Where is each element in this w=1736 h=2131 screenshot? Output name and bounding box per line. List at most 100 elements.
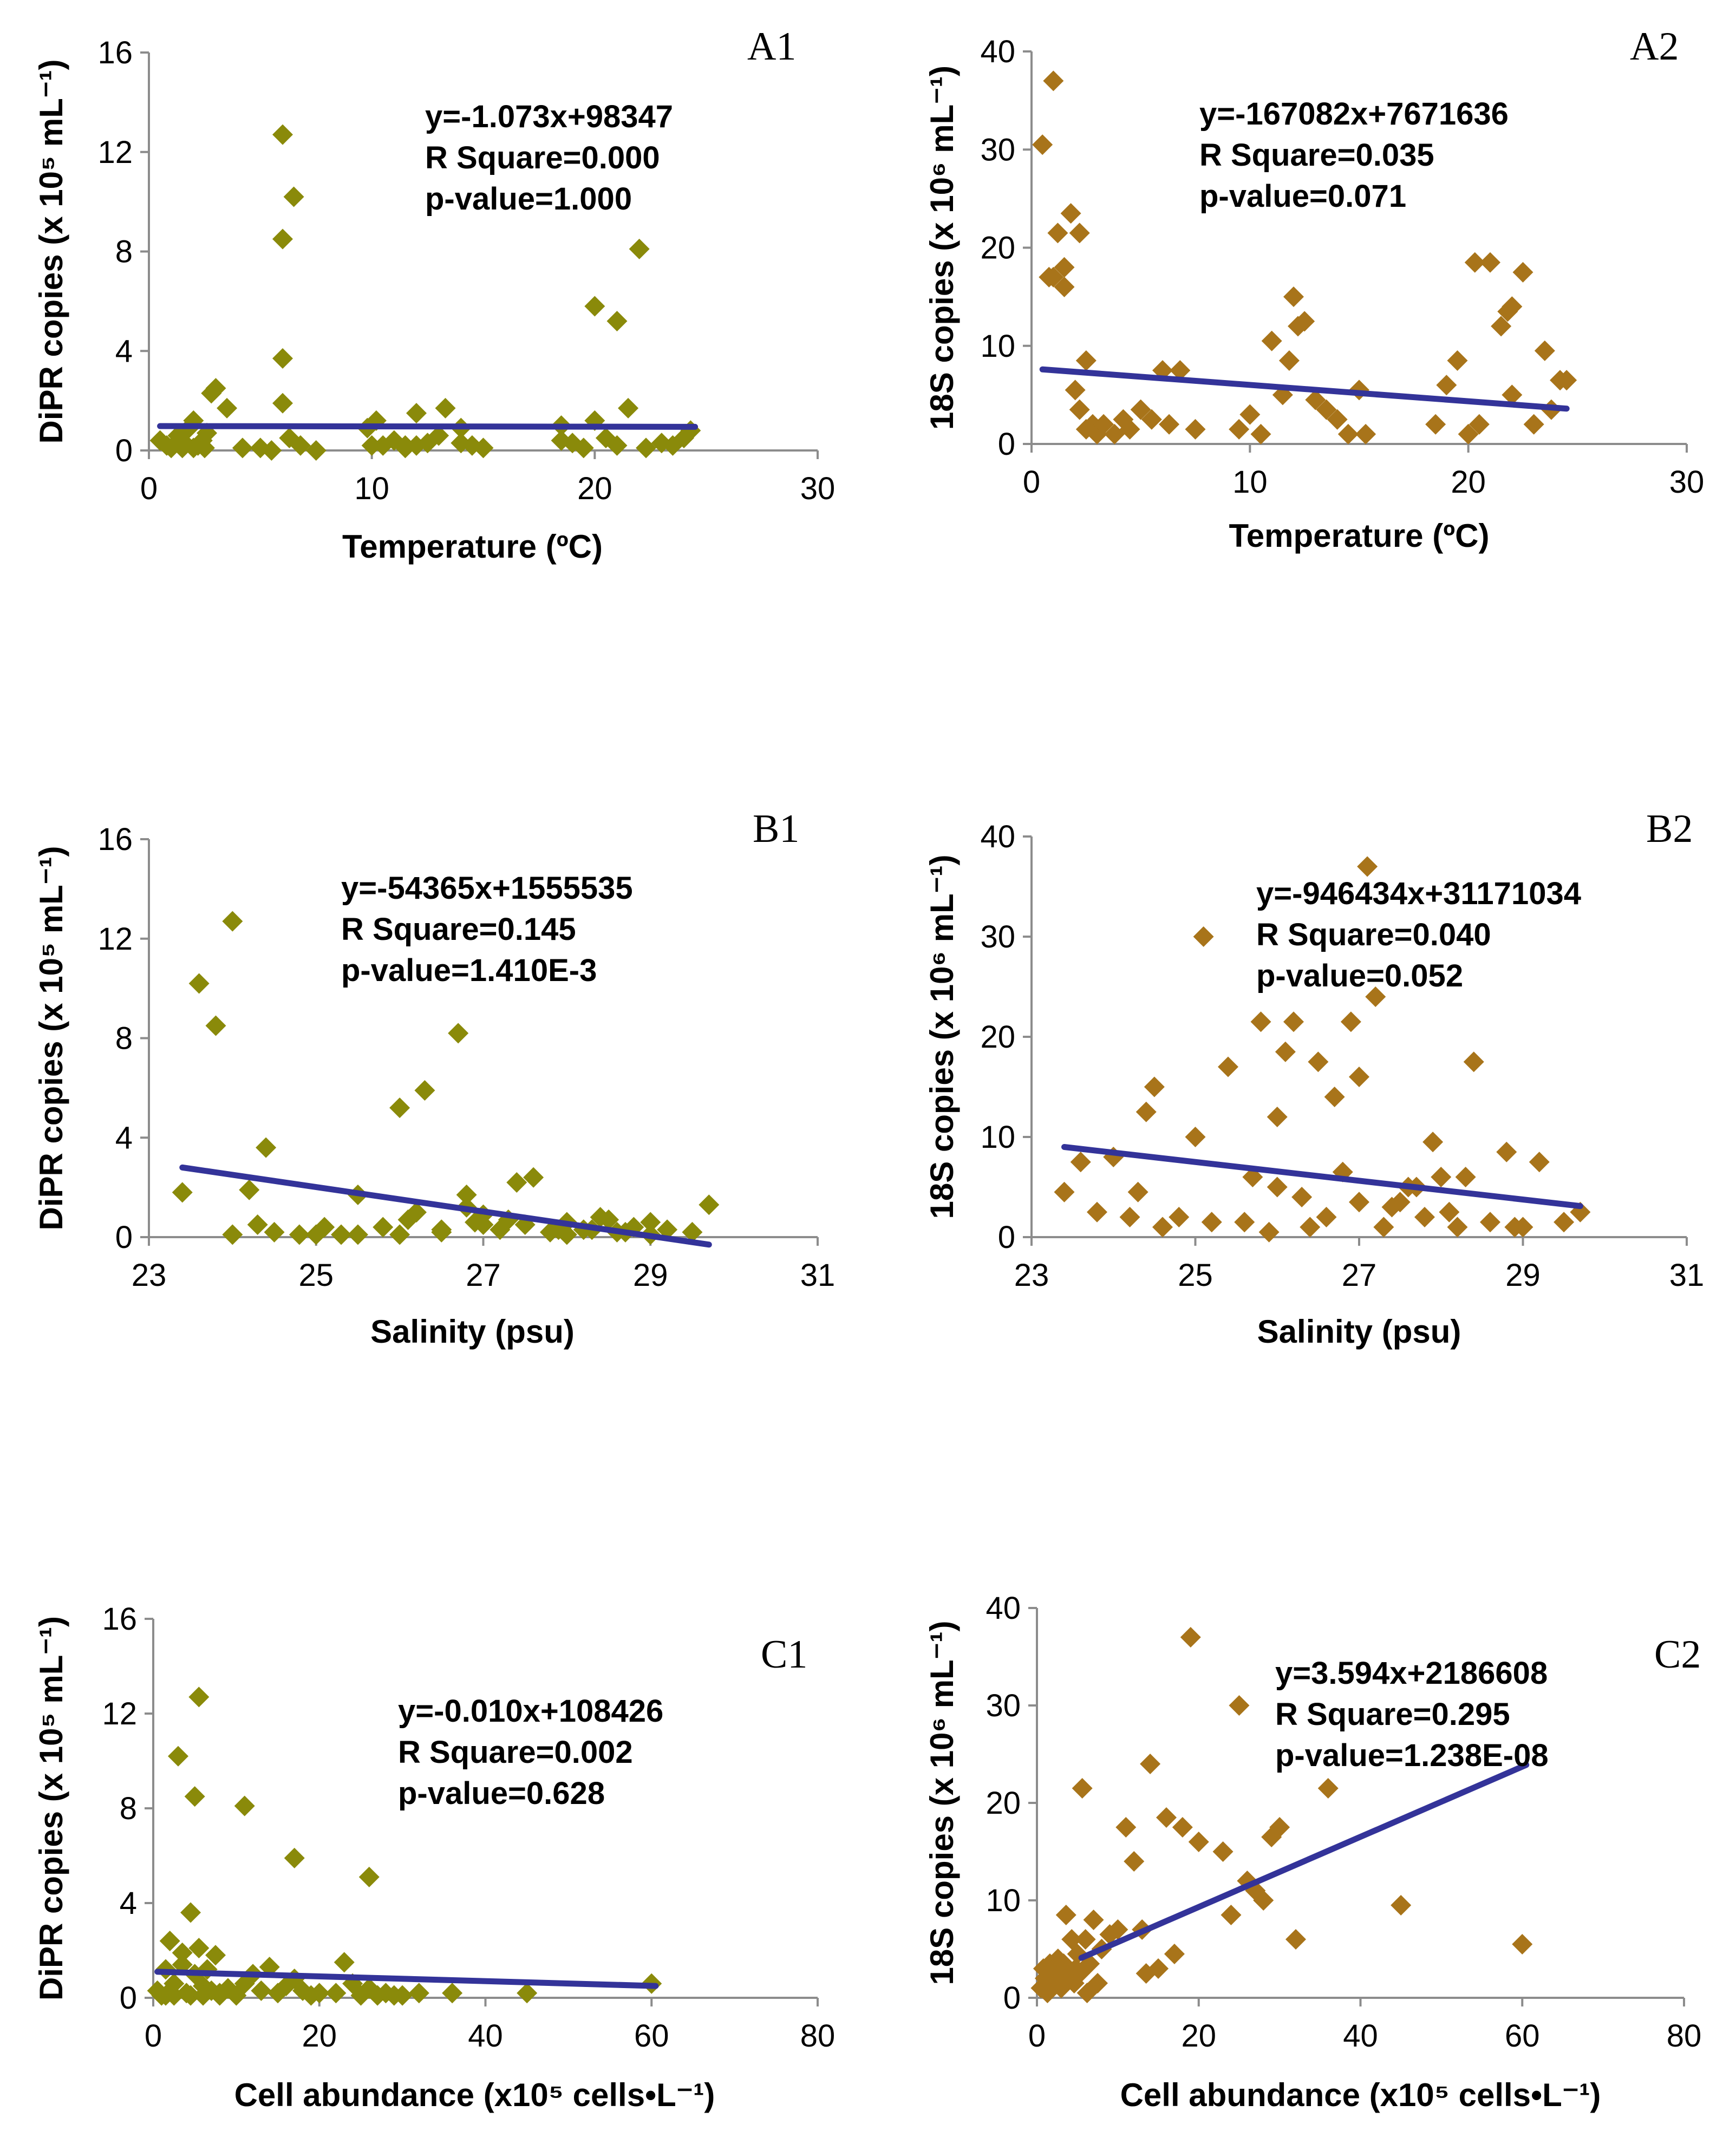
data-point	[1480, 252, 1500, 273]
data-point	[193, 1985, 214, 2006]
x-axis-label: Temperature (ºC)	[342, 528, 603, 565]
data-point	[1212, 1841, 1234, 1862]
data-point	[234, 1795, 255, 1816]
data-point	[598, 1209, 619, 1230]
y-tick-label: 12	[102, 1696, 137, 1731]
x-axis-label: Temperature (ºC)	[1229, 518, 1490, 554]
data-point	[1043, 266, 1064, 287]
data-point	[1425, 414, 1446, 435]
data-point	[264, 1221, 285, 1243]
data-point	[517, 1983, 538, 2004]
data-point	[473, 437, 494, 459]
x-tick-label: 20	[1451, 465, 1486, 500]
data-point	[1218, 1056, 1238, 1077]
trendline	[154, 1969, 659, 1989]
data-point	[1414, 1207, 1435, 1227]
data-point	[1283, 1011, 1304, 1032]
x-tick-label: 23	[132, 1258, 167, 1293]
y-tick-label: 8	[115, 234, 133, 270]
data-point	[1391, 1895, 1412, 1916]
data-point	[1229, 1695, 1250, 1716]
data-point	[1104, 423, 1125, 444]
x-tick-label: 40	[1343, 2018, 1378, 2054]
data-point	[256, 1137, 277, 1158]
y-tick-label: 4	[120, 1886, 137, 1921]
data-point	[1250, 1011, 1271, 1032]
data-point	[1291, 1187, 1313, 1207]
data-point	[188, 973, 210, 994]
y-tick-label: 8	[115, 1021, 133, 1056]
regression-stat: p-value=1.000	[425, 181, 632, 217]
x-tick-label: 80	[800, 2018, 836, 2054]
data-point	[1534, 340, 1555, 361]
data-point	[1283, 286, 1304, 308]
data-point	[1381, 1197, 1402, 1218]
data-point	[456, 1184, 477, 1205]
data-point	[406, 435, 427, 456]
y-tick-label: 20	[980, 1019, 1015, 1055]
data-point	[414, 1080, 435, 1101]
data-point	[1148, 1958, 1169, 1979]
data-point	[1065, 1958, 1086, 1979]
regression-stat: p-value=0.052	[1256, 958, 1463, 993]
regression-stat: p-value=1.238E-08	[1275, 1738, 1549, 1773]
regression-stat: p-value=1.410E-3	[341, 953, 597, 988]
data-point	[1087, 1201, 1107, 1223]
data-point	[1180, 1627, 1201, 1648]
data-point	[1234, 1212, 1255, 1233]
data-point	[1127, 1181, 1148, 1202]
x-tick-label: 20	[577, 471, 612, 506]
data-point	[1512, 1934, 1533, 1954]
data-point	[408, 1983, 429, 2004]
data-point	[188, 1938, 210, 1959]
data-point	[1172, 1817, 1193, 1838]
data-point	[1480, 1212, 1500, 1233]
data-point	[172, 437, 193, 459]
y-tick-label: 20	[980, 231, 1015, 266]
data-point	[194, 437, 215, 459]
data-point	[314, 1217, 335, 1238]
x-axis-label: Salinity (psu)	[1257, 1313, 1461, 1350]
data-point	[172, 1182, 193, 1203]
data-point	[1349, 1192, 1369, 1213]
data-point	[1502, 384, 1523, 406]
data-point	[1316, 1207, 1337, 1227]
x-tick-label: 25	[1178, 1258, 1213, 1293]
data-point	[347, 1224, 368, 1245]
data-point	[1185, 419, 1206, 440]
data-point	[1054, 257, 1075, 278]
panel-c2: 0 10 20 30 40 0 20 40 60 80 Cell abundance (x10⁵ c…	[924, 1591, 1701, 2113]
data-point	[1512, 262, 1533, 283]
data-point	[1185, 1127, 1206, 1147]
x-tick-label: 0	[1028, 2018, 1046, 2054]
data-point	[334, 1952, 355, 1973]
data-point	[1327, 409, 1348, 430]
panel-label: A1	[747, 24, 796, 69]
data-point	[289, 1224, 310, 1245]
data-point	[699, 1194, 720, 1215]
panel-label: C1	[761, 1632, 807, 1677]
data-point	[1365, 986, 1386, 1007]
data-point	[1436, 375, 1457, 396]
data-point	[222, 911, 243, 932]
y-tick-label: 4	[115, 1120, 133, 1155]
regression-stat: R Square=0.000	[425, 140, 660, 175]
y-tick-label: 16	[97, 35, 133, 70]
regression-stat: p-value=0.628	[398, 1776, 605, 1811]
data-point	[239, 1179, 260, 1200]
data-point	[435, 397, 456, 419]
data-point	[1261, 330, 1282, 351]
data-point	[1152, 1217, 1173, 1238]
data-point	[1340, 1011, 1361, 1032]
x-tick-label: 31	[800, 1258, 836, 1293]
data-point	[188, 1687, 210, 1708]
panel-a2: 0 10 20 30 40 0 10 20 30 Temperature (ºC) 18S copi…	[924, 24, 1704, 554]
data-point	[159, 1931, 180, 1951]
data-point	[1267, 1176, 1288, 1198]
data-point	[1093, 414, 1114, 435]
x-tick-label: 27	[1342, 1258, 1377, 1293]
x-tick-label: 20	[1181, 2018, 1216, 2054]
data-point	[358, 1866, 380, 1887]
y-tick-label: 0	[115, 1220, 133, 1255]
